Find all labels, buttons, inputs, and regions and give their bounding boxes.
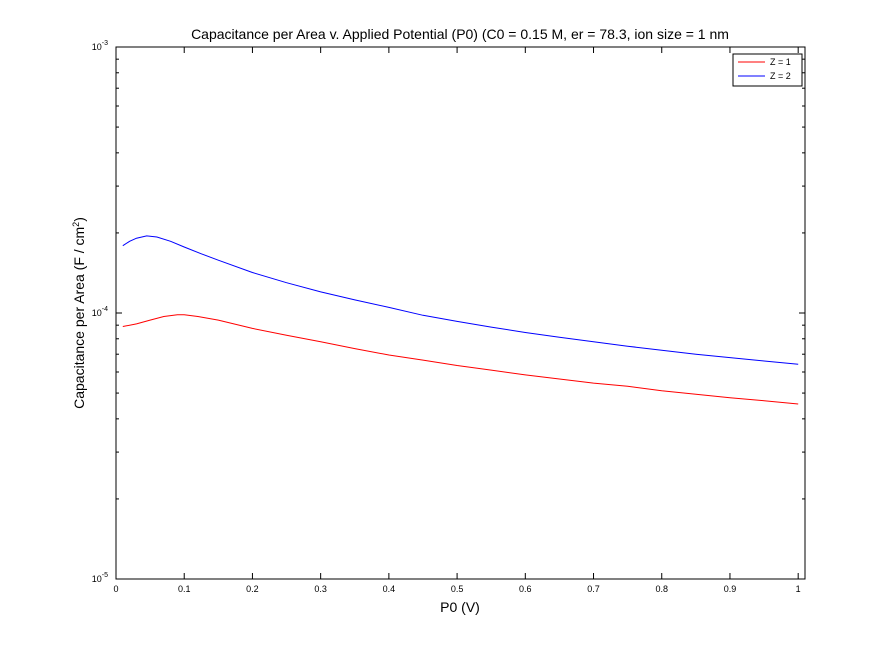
x-tick-label-4: 0.4 bbox=[383, 584, 396, 594]
y-tick-labels: 10-5 10-4 10-3 bbox=[92, 40, 108, 584]
y-axis-label-superscript: 2 bbox=[71, 222, 81, 227]
x-tick-label-3: 0.3 bbox=[314, 584, 327, 594]
x-tick-labels: 0 0.1 0.2 0.3 0.4 0.5 0.6 0.7 0.8 0.9 1 bbox=[113, 584, 800, 594]
series-line-2 bbox=[122, 235, 799, 365]
y-tick-label-1: 10-4 bbox=[92, 306, 108, 318]
x-tick-label-6: 0.6 bbox=[519, 584, 532, 594]
legend-label-z1: Z = 1 bbox=[770, 57, 791, 67]
plot-area bbox=[116, 47, 805, 579]
x-tick-label-8: 0.8 bbox=[655, 584, 668, 594]
y-axis-label-main: Capacitance per Area (F / cm bbox=[71, 227, 87, 409]
x-tick-label-1: 0.1 bbox=[178, 584, 191, 594]
legend-box bbox=[732, 53, 803, 87]
y-axis-label-close: ) bbox=[71, 217, 87, 222]
x-tick-label-2: 0.2 bbox=[246, 584, 259, 594]
y-axis-label: Capacitance per Area (F / cm2) bbox=[71, 217, 87, 409]
plot-frame bbox=[115, 46, 806, 580]
series-line-1 bbox=[122, 314, 799, 405]
x-tick-label-5: 0.5 bbox=[451, 584, 464, 594]
y-tick-label-2: 10-3 bbox=[92, 40, 108, 52]
x-tick-label-0: 0 bbox=[113, 584, 118, 594]
y-tick-label-0: 10-5 bbox=[92, 572, 108, 584]
legend-label-z2: Z = 2 bbox=[770, 71, 791, 81]
legend: Z = 1 Z = 2 bbox=[732, 53, 803, 87]
chart-title: Capacitance per Area v. Applied Potentia… bbox=[191, 26, 729, 42]
x-tick-label-9: 0.9 bbox=[724, 584, 737, 594]
x-tick-label-10: 1 bbox=[796, 584, 801, 594]
x-axis-label: P0 (V) bbox=[440, 599, 480, 615]
series-lines bbox=[122, 235, 799, 405]
x-tick-label-7: 0.7 bbox=[587, 584, 600, 594]
